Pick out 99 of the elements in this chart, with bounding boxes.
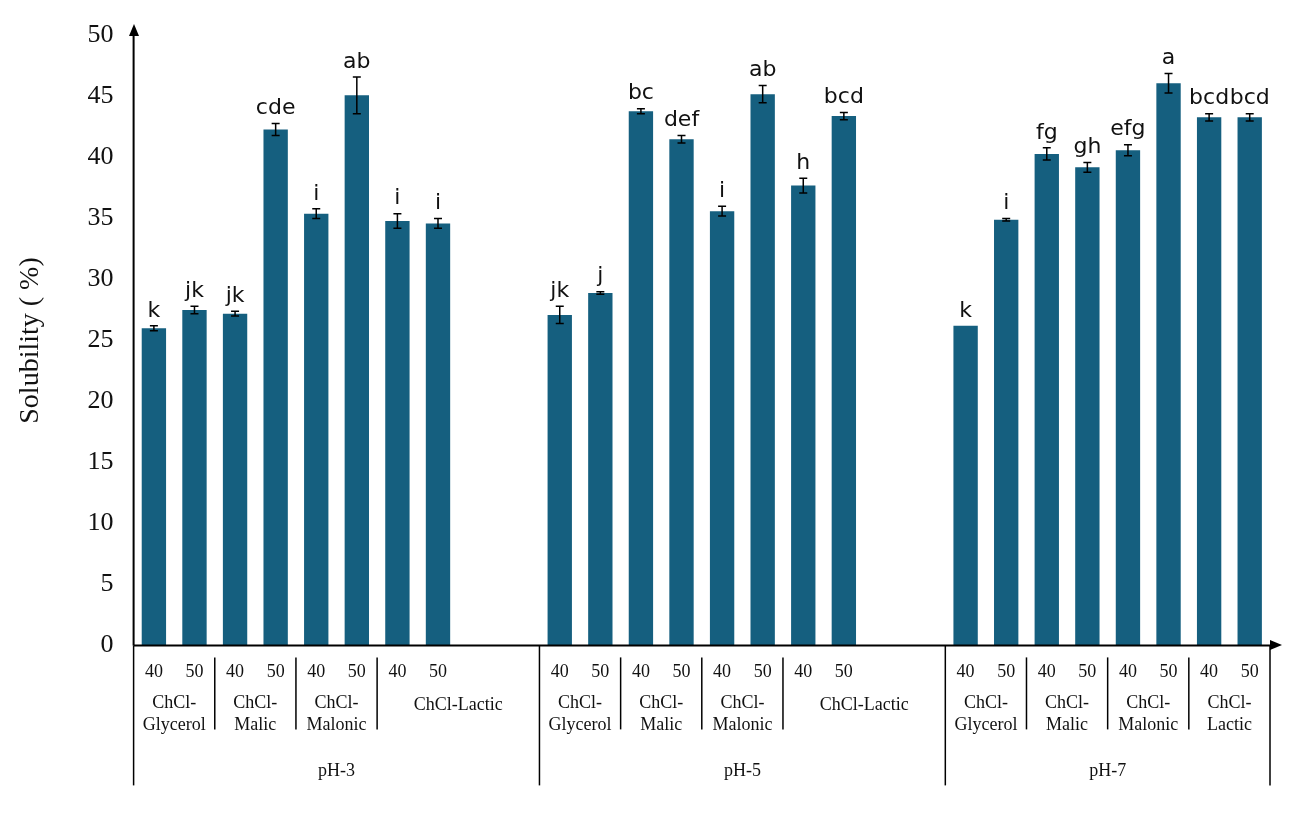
data-label: efg (1110, 115, 1146, 141)
y-tick-label: 35 (87, 202, 114, 232)
data-label: bcd (1189, 84, 1230, 110)
data-label: fg (1035, 118, 1058, 144)
text: ChCl-Glycerol (142, 692, 206, 735)
text: ChCl-Lactic (413, 694, 503, 715)
y-tick-label: 20 (87, 385, 114, 415)
x-tick-label: 40 (307, 660, 326, 681)
y-tick-label: 0 (100, 629, 114, 659)
text: pH-3 (318, 760, 356, 781)
text: ChCl-Lactic (1206, 692, 1252, 735)
x-tick-label: 40 (226, 660, 245, 681)
bar (1075, 167, 1100, 646)
bar (344, 95, 369, 646)
bar (1237, 117, 1262, 646)
y-tick-label: 15 (87, 446, 114, 476)
data-label: i (434, 189, 442, 215)
data-label: k (959, 296, 973, 322)
data-label: j (596, 262, 604, 288)
x-tick-label: 40 (388, 660, 407, 681)
data-label: jk (184, 277, 205, 303)
text: ChCl-Malonic (712, 692, 773, 735)
x-tick-label: 40 (1037, 660, 1056, 681)
x-tick-label: 50 (591, 660, 610, 681)
x-tick-label: 50 (266, 660, 285, 681)
bar (588, 292, 613, 646)
bar (222, 313, 248, 646)
text: ChCl-Glycerol (548, 692, 612, 735)
data-label: bc (627, 79, 654, 105)
text: ChCl-Malonic (1118, 692, 1179, 735)
y-tick-label: 45 (87, 80, 114, 110)
x-tick-label: 50 (1240, 660, 1259, 681)
x-tick-label: 40 (713, 660, 732, 681)
bar (141, 328, 167, 646)
x-tick-label: 50 (997, 660, 1016, 681)
bar (385, 220, 410, 646)
x-tick-label: 50 (1159, 660, 1178, 681)
text: ChCl-Malic (639, 692, 684, 735)
bar (628, 111, 654, 646)
data-label: ab (343, 47, 371, 73)
x-tick-label: 40 (1200, 660, 1219, 681)
x-tick-label: 40 (956, 660, 975, 681)
x-tick-label: 40 (550, 660, 569, 681)
bar (750, 94, 775, 646)
x-tick-label: 40 (1118, 660, 1137, 681)
y-tick-label: 30 (87, 263, 114, 293)
bar (994, 219, 1019, 646)
data-label: gh (1073, 133, 1102, 159)
text: ChCl-Malonic (306, 692, 367, 735)
bar (709, 211, 735, 646)
bar (182, 310, 207, 646)
data-label: bcd (823, 83, 864, 109)
bar (263, 129, 288, 646)
data-label: i (1003, 189, 1010, 215)
bar (669, 139, 694, 646)
bar (831, 116, 857, 646)
bar (547, 314, 572, 646)
x-tick-label: 50 (428, 660, 447, 681)
data-label: bcd (1229, 84, 1270, 110)
text: pH-5 (723, 760, 761, 781)
bar (791, 185, 816, 646)
data-label: h (796, 149, 811, 175)
y-tick-label: 40 (87, 141, 114, 171)
bar (953, 325, 978, 646)
bar (1034, 153, 1059, 646)
x-tick-label: 50 (834, 660, 853, 681)
x-tick-label: 40 (794, 660, 813, 681)
y-tick-label: 5 (100, 568, 114, 598)
data-label: i (394, 184, 401, 210)
data-label: i (719, 177, 726, 203)
y-axis-title: Solubility ( %) (13, 257, 45, 424)
y-tick-label: 10 (87, 507, 114, 537)
text: ChCl-Lactic (819, 694, 909, 715)
text: ChCl-Glycerol (954, 692, 1018, 735)
data-label: def (663, 106, 701, 132)
data-label: a (1161, 44, 1176, 70)
x-tick-label: 50 (672, 660, 691, 681)
bar (1196, 117, 1222, 646)
text: pH-7 (1089, 760, 1127, 781)
text: ChCl-Malic (1045, 692, 1090, 735)
text: ChCl-Malic (233, 692, 278, 735)
data-label: k (147, 296, 161, 322)
bar (1115, 150, 1141, 646)
x-tick-label: 50 (185, 660, 204, 681)
data-label: i (313, 179, 320, 205)
data-label: jk (224, 281, 245, 307)
bar (1156, 83, 1181, 646)
data-label: cde (255, 94, 296, 120)
data-label: ab (748, 56, 777, 82)
x-tick-label: 50 (1078, 660, 1097, 681)
x-tick-label: 50 (753, 660, 772, 681)
bar (425, 223, 451, 646)
x-tick-label: 40 (144, 660, 163, 681)
y-tick-label: 50 (87, 19, 114, 49)
data-label: jk (549, 277, 570, 303)
y-tick-label: 25 (87, 324, 114, 354)
x-tick-label: 40 (631, 660, 650, 681)
x-tick-label: 50 (347, 660, 366, 681)
bar (304, 213, 329, 646)
